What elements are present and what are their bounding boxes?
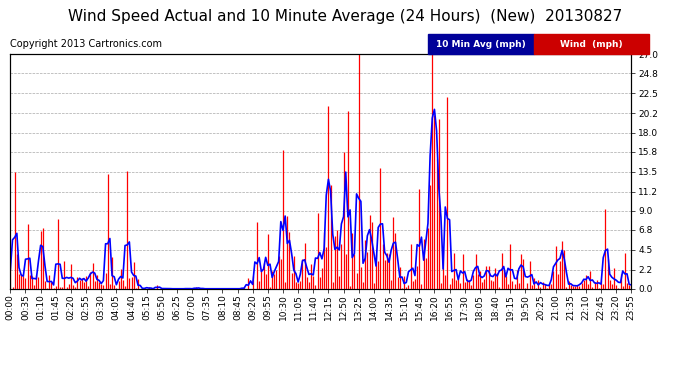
Bar bbox=[534, 34, 649, 54]
Text: Wind Speed Actual and 10 Minute Average (24 Hours)  (New)  20130827: Wind Speed Actual and 10 Minute Average … bbox=[68, 9, 622, 24]
Text: Wind  (mph): Wind (mph) bbox=[560, 40, 622, 49]
Text: Copyright 2013 Cartronics.com: Copyright 2013 Cartronics.com bbox=[10, 39, 162, 50]
Text: 10 Min Avg (mph): 10 Min Avg (mph) bbox=[436, 40, 526, 49]
Bar bbox=[428, 34, 534, 54]
